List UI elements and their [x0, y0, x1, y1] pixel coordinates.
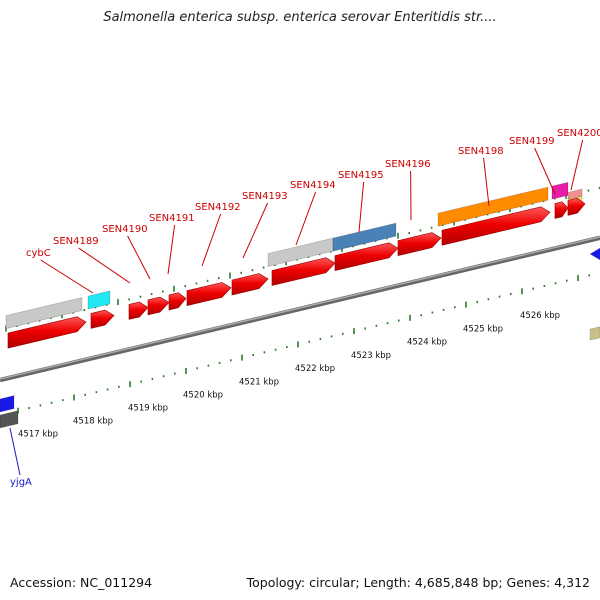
- backbone-highlight: [0, 236, 600, 380]
- cds-arrow-SEN4194: [231, 273, 269, 296]
- label-leader-SEN4193: [242, 202, 269, 259]
- label-leader-SEN4194: [295, 191, 317, 246]
- label-leader-SEN4198: [483, 157, 490, 207]
- reverse-dark-feature: [0, 410, 19, 429]
- kbp-label: 4525 kbp: [463, 324, 503, 334]
- backbone-line: [0, 235, 600, 383]
- gene-label-SEN4190: SEN4190: [102, 224, 148, 235]
- cds-arrow-SEN4200: [567, 197, 586, 216]
- gene-label-SEN4189: SEN4189: [53, 236, 99, 247]
- olive-feature-block: [589, 326, 600, 341]
- gene-label-SEN4193: SEN4193: [242, 191, 288, 202]
- kbp-label: 4524 kbp: [407, 338, 447, 348]
- label-leader-SEN4200: [570, 139, 584, 191]
- reverse-blue-arrow: [590, 248, 600, 260]
- gene-label-SEN4199: SEN4199: [509, 136, 555, 147]
- kbp-scale-labels: 4517 kbp 4518 kbp 4519 kbp 4520 kbp 4521 kbp…: [18, 311, 560, 440]
- gene-label-cybC: cybC: [26, 248, 51, 259]
- label-leader-SEN4195: [358, 181, 365, 233]
- kbp-label: 4520 kbp: [183, 391, 223, 401]
- label-leader-SEN4191: [167, 224, 176, 275]
- gene-labels: cybCSEN4189SEN4190SEN4191SEN4192SEN4193S…: [10, 128, 600, 488]
- cds-arrow-SEN4196: [334, 242, 399, 271]
- kbp-label: 4518 kbp: [73, 417, 113, 427]
- gene-label-SEN4200: SEN4200: [557, 128, 600, 139]
- cds-arrow-SEN4198: [441, 206, 551, 246]
- cds-arrow-SEN4190: [128, 301, 149, 320]
- gene-label-SEN4196: SEN4196: [385, 159, 431, 170]
- kbp-label: 4521 kbp: [239, 377, 279, 387]
- gray-feature-block: [5, 297, 83, 329]
- gene-label-SEN4195: SEN4195: [338, 170, 384, 181]
- gene-label-SEN4194: SEN4194: [290, 180, 336, 191]
- cds-arrow-SEN4195: [271, 257, 336, 286]
- kbp-label: 4519 kbp: [128, 404, 168, 414]
- kbp-label: 4517 kbp: [18, 430, 58, 440]
- cds-arrow-SEN4189: [90, 309, 115, 329]
- label-leader-SEN4189: [78, 247, 131, 284]
- label-leader-SEN4199: [534, 147, 556, 195]
- backbone-shadow: [0, 235, 600, 383]
- gene-label-SEN4198: SEN4198: [458, 146, 504, 157]
- cds-arrow-SEN4191: [147, 296, 170, 316]
- label-leader-lines: [9, 139, 584, 476]
- label-leader-cybC: [40, 259, 94, 294]
- blue-feature-block: [332, 222, 397, 252]
- cds-arrow-SEN4192: [168, 292, 187, 311]
- orange-feature-block: [437, 186, 549, 227]
- accession-text: Accession: NC_011294: [10, 575, 153, 590]
- cds-arrow-SEN4193: [186, 282, 232, 307]
- label-leader-SEN4192: [201, 213, 222, 267]
- cds-arrow-SEN4197: [397, 232, 442, 257]
- kbp-label: 4523 kbp: [351, 351, 391, 361]
- label-leader-yjgA: [9, 427, 21, 476]
- kbp-label: 4522 kbp: [295, 364, 335, 374]
- gene-label-SEN4191: SEN4191: [149, 213, 195, 224]
- cds-arrows: [7, 197, 586, 349]
- cds-arrow-cybC: [7, 316, 87, 349]
- gene-label-yjgA: yjgA: [10, 477, 32, 488]
- label-leader-SEN4190: [127, 235, 151, 280]
- cds-arrow-SEN4199: [554, 201, 569, 219]
- kbp-label: 4526 kbp: [520, 311, 560, 321]
- cyan-feature-block: [87, 290, 111, 310]
- reverse-blue-feature: [0, 395, 15, 413]
- feature-blocks: [0, 182, 600, 429]
- genome-summary-text: Topology: circular; Length: 4,685,848 bp…: [246, 575, 590, 590]
- map-title: Salmonella enterica subsp. enterica sero…: [103, 10, 497, 25]
- gene-label-SEN4192: SEN4192: [195, 202, 241, 213]
